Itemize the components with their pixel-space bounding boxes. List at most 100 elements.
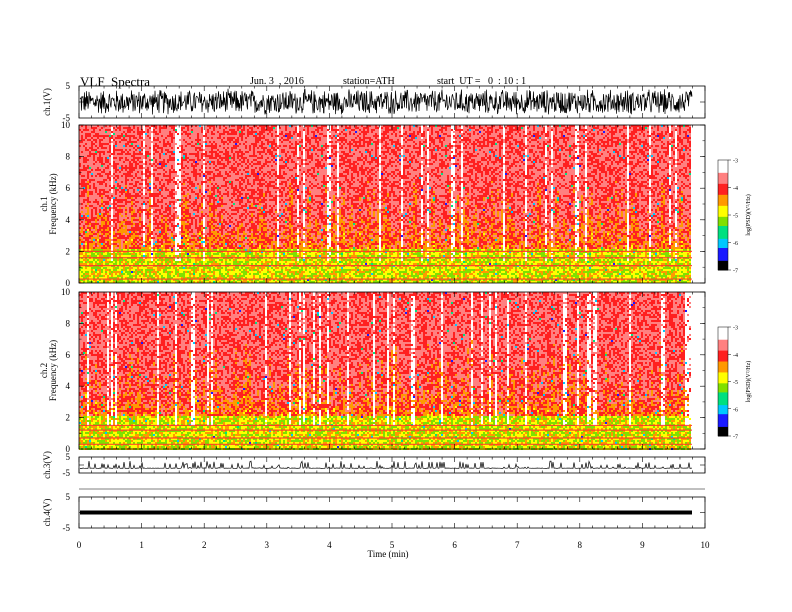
spectrogram-cell bbox=[161, 233, 163, 235]
spectrogram-cell bbox=[193, 177, 195, 179]
spectrogram-cell bbox=[105, 205, 107, 207]
spectrogram-cell bbox=[87, 197, 89, 199]
spectrogram-cell bbox=[181, 143, 183, 145]
spectrogram-cell bbox=[189, 167, 191, 169]
spectrogram-cell bbox=[109, 173, 111, 175]
spectrogram-cell bbox=[165, 275, 167, 277]
spectrogram-cell bbox=[101, 133, 103, 135]
spectrogram-cell bbox=[151, 195, 153, 197]
spectrogram-cell bbox=[173, 209, 175, 211]
spectrogram-cell bbox=[177, 127, 179, 129]
ch1-signal-trace bbox=[80, 89, 692, 115]
spectrogram-cell bbox=[185, 231, 187, 233]
spectrogram-cell bbox=[153, 161, 155, 163]
spectrogram-cell bbox=[171, 179, 173, 181]
spectrogram-cell bbox=[107, 275, 109, 277]
spectrogram-cell bbox=[155, 273, 157, 275]
spectrogram-cell bbox=[121, 187, 123, 189]
spectrogram-cell bbox=[133, 223, 135, 225]
spectrogram-cell bbox=[105, 129, 107, 131]
spectrogram-cell bbox=[185, 159, 187, 161]
spectrogram-cell bbox=[181, 243, 183, 245]
spectrogram-cell bbox=[193, 175, 195, 177]
spectrogram-cell bbox=[155, 131, 157, 133]
spectrogram-cell bbox=[191, 227, 193, 229]
spectrogram-cell bbox=[121, 237, 123, 239]
spectrogram-cell bbox=[121, 189, 123, 191]
spectrogram-cell bbox=[95, 167, 97, 169]
spectrogram-cell bbox=[179, 181, 181, 183]
spectrogram-cell bbox=[173, 129, 175, 131]
spectrogram-cell bbox=[183, 267, 185, 269]
spectrogram-cell bbox=[105, 229, 107, 231]
spectrogram-cell bbox=[107, 157, 109, 159]
spectrogram-cell bbox=[151, 145, 153, 147]
spectrogram-cell bbox=[131, 187, 133, 189]
spectrogram-cell bbox=[105, 219, 107, 221]
spectrogram-cell bbox=[165, 269, 167, 271]
spectrogram-cell bbox=[169, 235, 171, 237]
spectrogram-cell bbox=[199, 231, 201, 233]
spectrogram-cell bbox=[101, 269, 103, 271]
spectrogram-cell bbox=[123, 235, 125, 237]
spectrogram-cell bbox=[199, 147, 201, 149]
spectrogram-cell bbox=[201, 163, 203, 165]
spectrogram-cell bbox=[131, 189, 133, 191]
spectrogram-cell bbox=[99, 137, 101, 139]
spectrogram-cell bbox=[97, 217, 99, 219]
spectrogram-cell bbox=[95, 261, 97, 263]
spectrogram-cell bbox=[197, 267, 199, 269]
spectrogram-cell bbox=[121, 131, 123, 133]
spectrogram-cell bbox=[171, 227, 173, 229]
spectrogram-cell bbox=[145, 225, 147, 227]
spectrogram-cell bbox=[185, 141, 187, 143]
spectrogram-cell bbox=[193, 269, 195, 271]
spectrogram-cell bbox=[147, 273, 149, 275]
spectrogram-cell bbox=[85, 165, 87, 167]
spectrogram-cell bbox=[95, 197, 97, 199]
spectrogram-cell bbox=[117, 219, 119, 221]
spectrogram-cell bbox=[133, 243, 135, 245]
spectrogram-cell bbox=[145, 133, 147, 135]
spectrogram-cell bbox=[147, 199, 149, 201]
spectrogram-cell bbox=[131, 259, 133, 261]
spectrogram-cell bbox=[165, 247, 167, 249]
spectrogram-cell bbox=[159, 137, 161, 139]
spectrogram-cell bbox=[93, 253, 95, 255]
spectrogram-cell bbox=[167, 243, 169, 245]
spectrogram-cell bbox=[151, 177, 153, 179]
spectrogram-cell bbox=[201, 189, 203, 191]
spectrogram-cell bbox=[101, 173, 103, 175]
spectrogram-cell bbox=[83, 181, 85, 183]
spectrogram-cell bbox=[105, 209, 107, 211]
spectrogram-cell bbox=[101, 179, 103, 181]
spectrogram-cell bbox=[91, 207, 93, 209]
spectrogram-cell bbox=[103, 255, 105, 257]
spectrogram-cell bbox=[191, 151, 193, 153]
spectrogram-cell bbox=[169, 157, 171, 159]
spectrogram-cell bbox=[109, 261, 111, 263]
spectrogram-cell bbox=[175, 173, 177, 175]
spectrogram-cell bbox=[161, 269, 163, 271]
spectrogram-cell bbox=[113, 131, 115, 133]
spectrogram-cell bbox=[123, 195, 125, 197]
spectrogram-cell bbox=[137, 183, 139, 185]
spectrogram-cell bbox=[109, 157, 111, 159]
spectrogram-cell bbox=[163, 133, 165, 135]
spectrogram-cell bbox=[97, 197, 99, 199]
spectrogram-cell bbox=[93, 197, 95, 199]
spectrogram-cell bbox=[95, 275, 97, 277]
spectrogram-cell bbox=[131, 157, 133, 159]
spectrogram-cell bbox=[185, 153, 187, 155]
spectrogram-cell bbox=[81, 245, 83, 247]
spectrogram-cell bbox=[127, 209, 129, 211]
spectrogram-cell bbox=[137, 259, 139, 261]
spectrogram-cell bbox=[195, 215, 197, 217]
spectrogram-cell bbox=[95, 239, 97, 241]
spectrogram-cell bbox=[185, 127, 187, 129]
spectrogram-cell bbox=[115, 237, 117, 239]
spectrogram-cell bbox=[169, 261, 171, 263]
spectrogram-cell bbox=[187, 163, 189, 165]
spectrogram-cell bbox=[87, 175, 89, 177]
spectrogram-cell bbox=[139, 245, 141, 247]
